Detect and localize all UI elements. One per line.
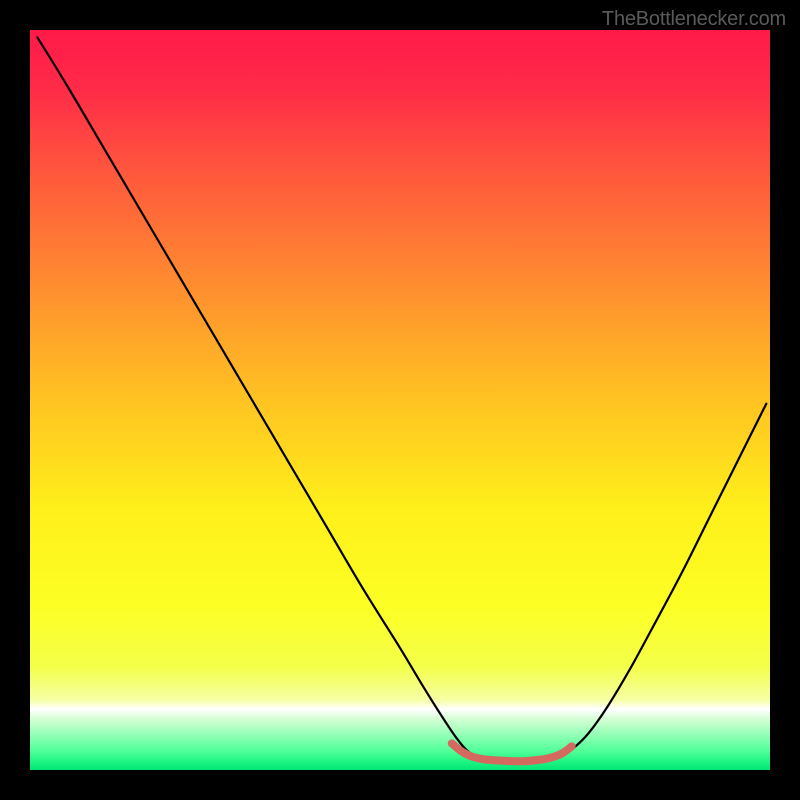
watermark-text: TheBottlenecker.com bbox=[602, 8, 786, 31]
curve-layer bbox=[30, 30, 770, 770]
valley-highlight-line bbox=[452, 743, 572, 761]
chart-container: TheBottlenecker.com bbox=[0, 0, 800, 800]
plot-area bbox=[30, 30, 770, 770]
bottleneck-curve-line bbox=[37, 37, 766, 761]
